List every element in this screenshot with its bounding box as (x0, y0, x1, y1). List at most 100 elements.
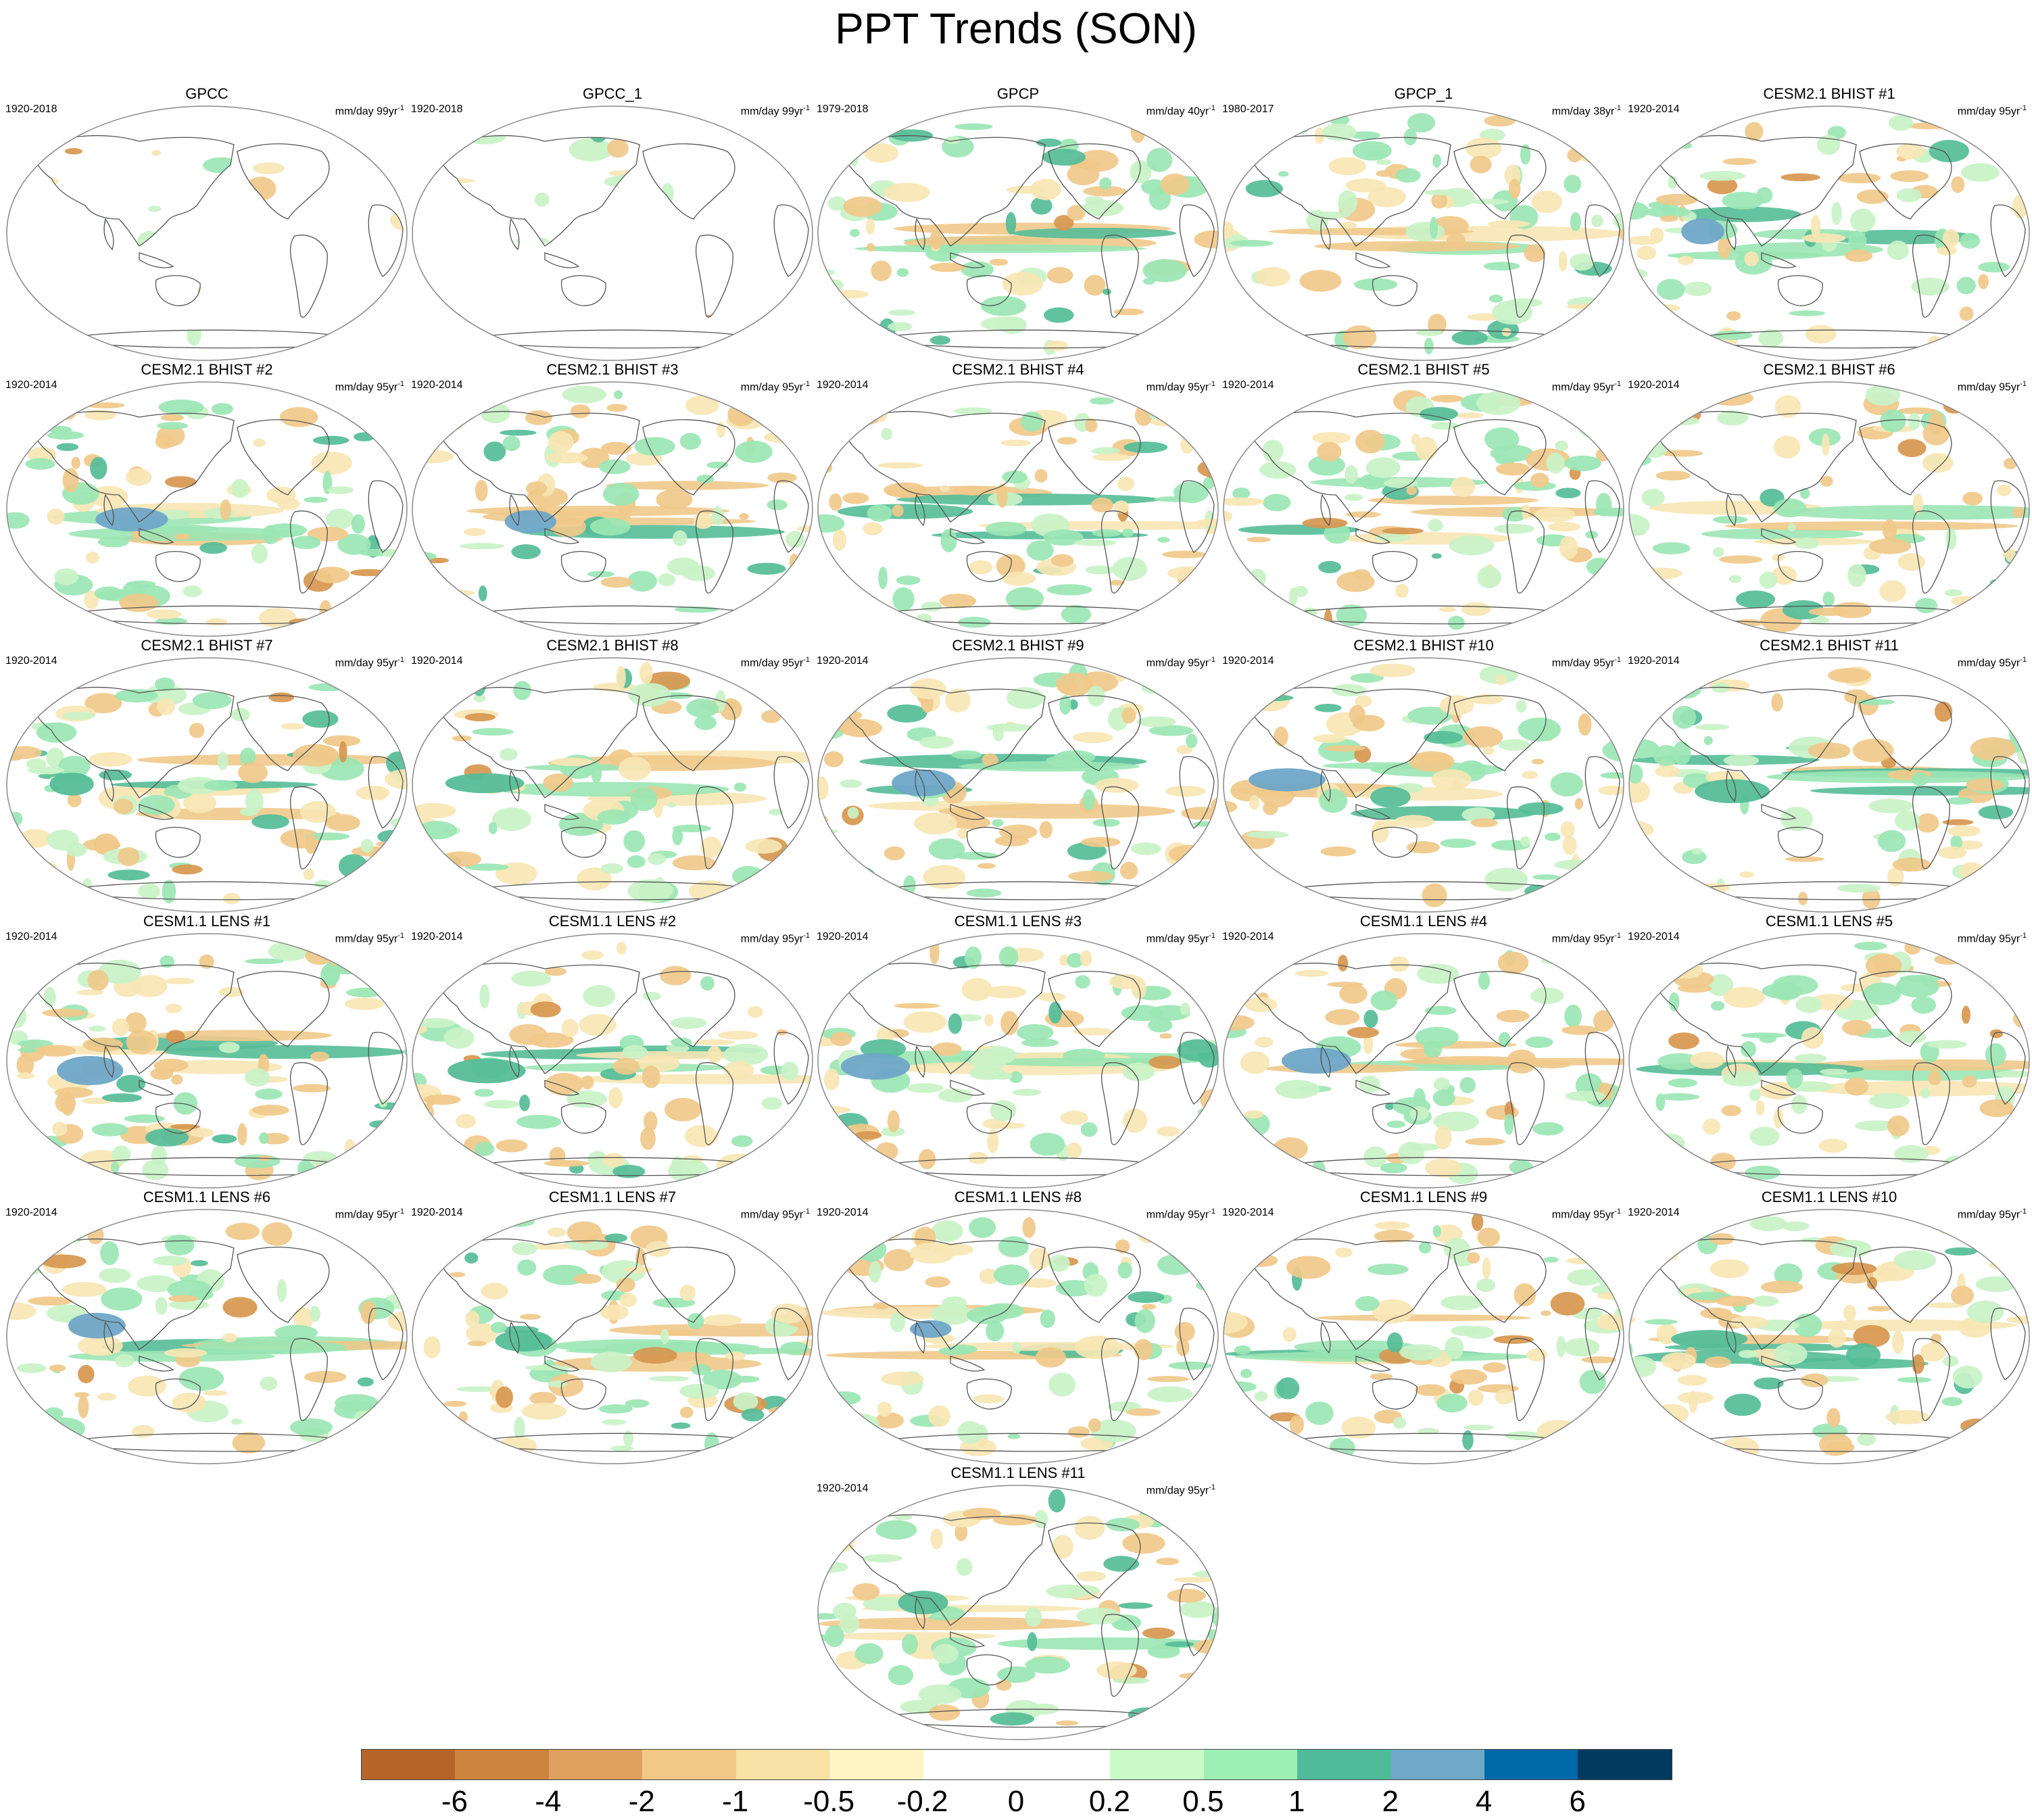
trend-patch (1009, 1071, 1023, 1084)
trend-patch (1816, 135, 1841, 155)
trend-patch (169, 1299, 209, 1310)
trend-patch (1043, 529, 1084, 546)
trend-patch (1035, 1347, 1067, 1368)
colorbar-box (735, 1750, 830, 1779)
panel-units-exponent: -1 (1614, 656, 1621, 664)
colorbar-tick-label: 0 (1007, 1785, 1025, 1818)
trend-patch (1415, 1026, 1459, 1048)
trend-patch (238, 762, 268, 784)
trend-patch (85, 551, 99, 564)
panel-units-text: mm/day 38yr (1551, 105, 1615, 118)
coastline (966, 1654, 1012, 1685)
trend-patch (877, 462, 923, 469)
coastline (436, 135, 640, 247)
trend-patch (1365, 457, 1401, 479)
trend-patch (464, 1252, 479, 1264)
trend-patch (839, 1613, 860, 1633)
coastline (1320, 218, 1331, 251)
coastline (1585, 204, 1620, 277)
trend-patch (1075, 1571, 1107, 1582)
trend-patch (1645, 1251, 1662, 1260)
trend-patch (1209, 1270, 1218, 1279)
trend-patch (1130, 160, 1152, 184)
trend-patch (1926, 1040, 1967, 1049)
colorbar-tick-label: 2 (1382, 1785, 1399, 1818)
trend-patch (951, 750, 982, 760)
colorbar-box (1578, 1750, 1672, 1779)
trend-patch (322, 735, 361, 747)
trend-patch (2010, 151, 2029, 158)
colorbar-tick-label: 1 (1288, 1785, 1305, 1818)
trend-patch (1257, 613, 1289, 621)
trend-patch (1484, 115, 1516, 127)
trend-band (1011, 227, 1177, 239)
panel-period: 1920-2014 (1222, 1207, 1274, 1218)
trend-patch (1199, 411, 1211, 426)
coastline (1653, 686, 1857, 798)
trend-patch (1559, 535, 1578, 559)
trend-patch (1658, 1053, 1701, 1070)
trend-patch (1938, 846, 1967, 859)
map-outline (412, 933, 813, 1189)
trend-patch (1046, 1584, 1090, 1599)
panel-units: mm/day 95yr-1 (335, 377, 404, 394)
trend-patch (1489, 294, 1503, 303)
trend-patch (785, 531, 805, 548)
trend-patch (1794, 537, 1820, 550)
trend-patch (31, 316, 43, 328)
trend-patch (1085, 565, 1116, 575)
trend-patch (1073, 539, 1117, 546)
trend-patch (99, 1268, 131, 1283)
trend-patch (1224, 683, 1261, 706)
trend-map (1223, 1209, 1624, 1464)
coastline (1048, 1247, 1141, 1323)
trend-patch (1644, 1318, 1678, 1325)
trend-patch (1245, 180, 1283, 197)
trend-patch (1067, 205, 1086, 221)
trend-patch (1386, 1332, 1403, 1353)
trend-patch (1722, 1070, 1762, 1087)
trend-patch (1532, 874, 1560, 880)
trend-patch (1650, 689, 1674, 707)
coastline (1912, 510, 1950, 594)
trend-patch (1865, 953, 1902, 978)
trend-patch (1063, 1049, 1105, 1062)
trend-patch (11, 861, 57, 873)
trend-patch (1537, 1226, 1580, 1235)
trend-patch (31, 335, 56, 348)
trend-patch (418, 946, 439, 965)
trend-patch (414, 1419, 433, 1433)
trend-patch (1845, 249, 1873, 262)
trend-patch (1740, 1041, 1756, 1057)
coastline (1653, 410, 1857, 523)
coastline (155, 275, 201, 306)
trend-patch (1745, 122, 1764, 141)
trend-patch (888, 1665, 914, 1685)
trend-patch (1629, 1427, 1653, 1441)
trend-patch (1167, 1588, 1207, 1603)
trend-patch (622, 1045, 648, 1059)
trend-patch (996, 1679, 1012, 1691)
trend-patch (866, 1702, 875, 1712)
trend-patch (289, 618, 316, 626)
trend-patch (1890, 170, 1929, 183)
coastline (1507, 1062, 1545, 1145)
trend-patch (1131, 842, 1161, 855)
trend-patch (919, 736, 954, 749)
trend-patch (1634, 1433, 1660, 1448)
trend-patch (930, 1528, 943, 1550)
trend-patch (1614, 425, 1624, 450)
trend-patch (467, 1341, 487, 1347)
trend-patch (1929, 139, 1969, 163)
trend-patch (124, 1012, 147, 1034)
trend-patch (664, 1097, 702, 1122)
trend-patch (1578, 713, 1592, 736)
trend-patch (1346, 511, 1381, 518)
trend-patch (1181, 1130, 1190, 1137)
trend-patch (706, 461, 729, 469)
trend-patch (900, 1700, 939, 1715)
trend-patch (1849, 208, 1876, 233)
coastline (1777, 275, 1823, 306)
trend-patch (1319, 788, 1348, 813)
trend-patch (82, 838, 121, 852)
